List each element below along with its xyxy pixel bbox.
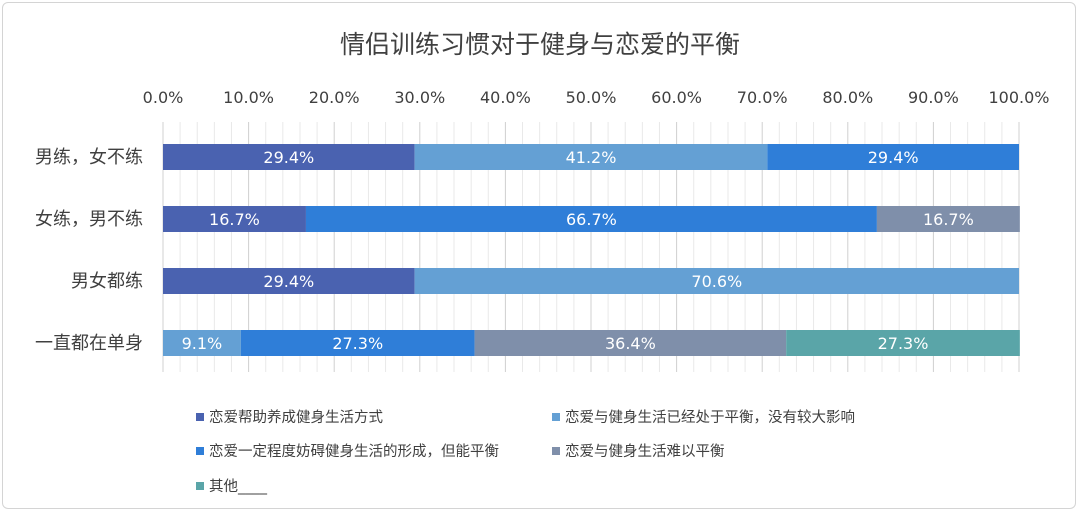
category-label: 男练，女不练 [35,147,143,168]
data-label: 27.3% [332,334,383,353]
legend-item: 恋爱帮助养成健身生活方式 [196,406,383,427]
category-label: 男女都练 [71,271,143,292]
legend-label: 恋爱与健身生活难以平衡 [565,444,725,460]
data-label: 29.4% [263,148,314,167]
bar-segment [474,330,787,356]
x-tick-label: 20.0% [309,88,360,107]
legend-label: 恋爱一定程度妨碍健身生活的形成，但能平衡 [209,444,499,460]
data-label: 16.7% [923,210,974,229]
bar-segment [240,330,475,356]
legend-item: 恋爱与健身生活难以平衡 [552,440,725,461]
bar-segment [305,206,877,232]
x-tick-label: 90.0% [908,88,959,107]
bar-segment [414,268,1019,294]
x-tick-label: 100.0% [988,88,1049,107]
x-axis-ticks: 0.0% 10.0% 20.0% 30.0% 40.0% 50.0% 60.0% 70.0% 8… [143,88,1050,107]
bar-segment [786,330,1020,356]
data-label: 66.7% [566,210,617,229]
chart-title: 情侣训练习惯对于健身与恋爱的平衡 [340,30,740,59]
legend-swatch [552,446,560,455]
data-label: 70.6% [691,272,742,291]
legend-swatch [196,481,204,490]
data-label: 27.3% [878,334,929,353]
legend-label: 恋爱帮助养成健身生活方式 [209,410,383,426]
chart-legend: 恋爱帮助养成健身生活方式 恋爱与健身生活已经处于平衡，没有较大影响恋爱一定程度妨碍… [196,398,1056,508]
data-labels: 29.4% 41.2% 29.4% 16.7% 66.7% 16.7% 29.4% 70.6%… [182,148,974,353]
legend-item: 恋爱一定程度妨碍健身生活的形成，但能平衡 [196,440,499,461]
x-tick-label: 40.0% [480,88,531,107]
data-label: 36.4% [605,334,656,353]
category-label: 一直都在单身 [35,333,143,354]
legend-label: 恋爱与健身生活已经处于平衡，没有较大影响 [565,410,855,426]
x-tick-label: 80.0% [822,88,873,107]
legend-swatch [196,412,204,421]
bar-segment [163,206,306,232]
bar-segment [414,144,768,170]
bar-segment [163,330,241,356]
data-label: 29.4% [868,148,919,167]
x-tick-label: 10.0% [223,88,274,107]
legend-item: 恋爱与健身生活已经处于平衡，没有较大影响 [552,406,855,427]
bar-segment [876,206,1020,232]
bar-segment [767,144,1019,170]
bar-segments [163,144,1020,356]
legend-swatch [196,446,204,455]
x-tick-label: 0.0% [143,88,184,107]
x-tick-label: 50.0% [566,88,617,107]
x-tick-label: 70.0% [737,88,788,107]
data-label: 9.1% [182,334,223,353]
legend-label: 其他____ [209,479,267,495]
bar-segment [163,268,415,294]
x-tick-label: 60.0% [651,88,702,107]
category-label: 女练，男不练 [35,209,143,230]
data-label: 29.4% [263,272,314,291]
bar-segment [163,144,415,170]
data-label: 16.7% [209,210,260,229]
x-tick-label: 30.0% [394,88,445,107]
legend-item: 其他____ [196,475,267,496]
data-label: 41.2% [566,148,617,167]
chart-canvas: 情侣训练习惯对于健身与恋爱的平衡 0.0% 10.0% 20.0% 30.0% 40.0… [35,30,1050,372]
legend-swatch [552,412,560,421]
